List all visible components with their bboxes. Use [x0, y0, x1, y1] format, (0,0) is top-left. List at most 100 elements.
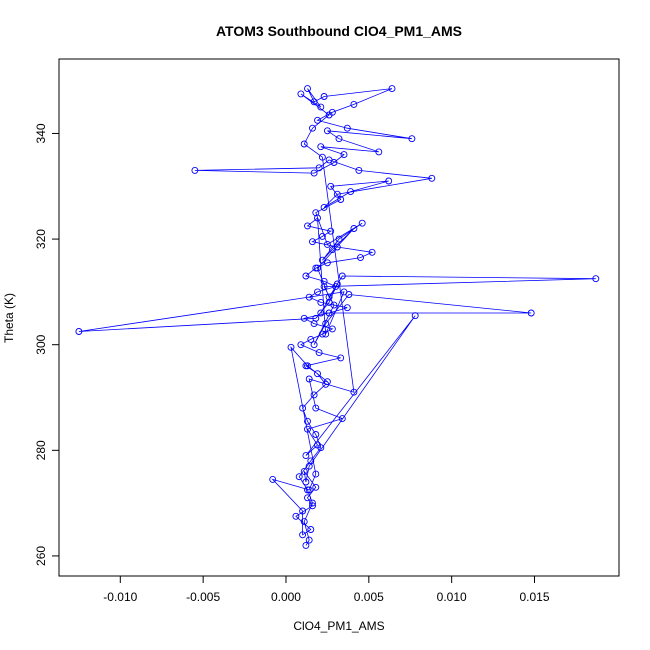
data-point: [307, 335, 315, 343]
data-point: [411, 312, 419, 320]
data-point: [328, 246, 336, 254]
data-point: [317, 103, 325, 111]
data-point: [335, 235, 343, 243]
data-point: [191, 166, 199, 174]
x-axis-label: ClO4_PM1_AMS: [293, 619, 384, 633]
y-tick-label: 260: [34, 546, 48, 566]
data-point: [320, 283, 328, 291]
data-point: [302, 541, 310, 549]
data-point: [304, 494, 311, 502]
data-point: [305, 293, 313, 301]
data-point: [350, 388, 358, 396]
data-point: [302, 452, 310, 460]
data-point: [318, 232, 326, 240]
data-point: [340, 151, 348, 159]
data-point: [304, 425, 311, 433]
data-point: [305, 536, 313, 544]
data-point: [368, 248, 376, 256]
data-point: [345, 291, 353, 298]
data-point: [357, 254, 364, 262]
y-tick-label: 320: [34, 229, 48, 249]
data-point: [269, 475, 277, 483]
data-point: [317, 309, 325, 317]
data-point: [318, 153, 326, 161]
data-point: [297, 341, 305, 349]
data-point: [309, 499, 316, 507]
data-point: [592, 275, 600, 283]
data-point: [300, 314, 308, 322]
data-point: [75, 328, 83, 335]
plot-frame: [58, 58, 620, 577]
data-point: [304, 417, 311, 425]
data-point: [309, 238, 316, 246]
data-point: [300, 140, 308, 148]
series-line: [78, 88, 596, 546]
data-point: [287, 343, 295, 351]
chart-title: ATOM3 Southbound ClO4_PM1_AMS: [216, 23, 462, 39]
data-point: [375, 148, 383, 156]
data-point: [347, 188, 355, 196]
data-point: [358, 219, 366, 227]
data-point: [322, 320, 330, 328]
data-point: [302, 272, 310, 280]
data-point: [355, 166, 363, 174]
y-tick-label: 280: [34, 440, 48, 460]
data-point: [330, 301, 338, 309]
x-tick-label: 0.010: [437, 590, 467, 604]
data-point: [317, 143, 325, 151]
data-point: [304, 222, 311, 230]
data-point: [350, 225, 358, 232]
data-point: [312, 404, 320, 412]
data-point: [310, 391, 318, 399]
data-point: [309, 502, 316, 510]
data-point: [428, 174, 436, 182]
data-point: [305, 462, 313, 470]
data-point: [343, 124, 351, 132]
data-point: [385, 177, 393, 185]
data-point: [310, 98, 318, 106]
data-point: [305, 375, 313, 383]
data-point: [314, 441, 321, 449]
data-point: [314, 370, 321, 378]
data-point: [337, 196, 345, 203]
data-point: [343, 304, 351, 312]
data-point: [302, 478, 310, 486]
data-point: [310, 169, 318, 177]
data-point: [299, 531, 307, 539]
data-point: [307, 526, 315, 533]
data-point: [312, 314, 320, 322]
data-point: [318, 256, 326, 264]
data-point: [388, 85, 396, 93]
data-point: [312, 483, 320, 491]
data-series: [75, 85, 600, 549]
data-point: [327, 182, 335, 190]
data-point: [299, 404, 307, 412]
data-point: [317, 298, 325, 306]
data-point: [300, 467, 308, 475]
y-tick-label: 300: [34, 334, 48, 354]
data-point: [300, 518, 308, 526]
data-point: [323, 127, 331, 135]
data-point: [314, 264, 321, 272]
data-point: [350, 100, 358, 108]
data-point: [527, 309, 535, 317]
data-point: [295, 473, 303, 481]
data-point: [337, 354, 345, 362]
x-tick-label: -0.005: [186, 590, 220, 604]
data-point: [297, 90, 305, 98]
y-axis: 260 280 300 320 340: [34, 123, 60, 566]
y-tick-label: 340: [34, 123, 48, 143]
x-tick-label: 0.005: [354, 590, 384, 604]
data-point: [327, 227, 335, 235]
data-point: [299, 507, 307, 515]
x-tick-label: -0.010: [103, 590, 137, 604]
data-point: [325, 293, 333, 301]
data-point: [325, 111, 333, 119]
data-point: [292, 512, 300, 520]
data-point: [314, 116, 321, 124]
data-point: [309, 124, 316, 132]
data-point: [325, 309, 333, 317]
x-axis: -0.010 -0.005 0.000 0.005 0.010 0.015: [103, 575, 550, 604]
data-point: [328, 325, 336, 333]
